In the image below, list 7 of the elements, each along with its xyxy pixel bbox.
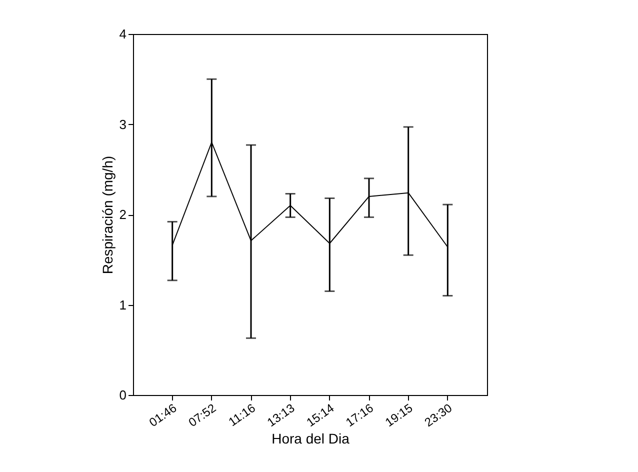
y-tick-label: 4 bbox=[119, 26, 126, 42]
y-tick-label: 0 bbox=[119, 388, 126, 402]
y-tick-label: 2 bbox=[119, 207, 126, 222]
y-axis-title: Respiración (mg/h) bbox=[99, 156, 116, 274]
y-tick-label: 1 bbox=[119, 297, 126, 312]
x-axis-title: Hora del Dia bbox=[272, 430, 350, 447]
y-tick-label: 3 bbox=[119, 116, 126, 132]
